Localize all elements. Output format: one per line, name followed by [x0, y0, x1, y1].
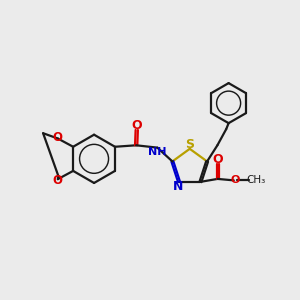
Text: O: O	[212, 153, 223, 166]
Text: O: O	[230, 176, 240, 185]
Text: O: O	[52, 174, 62, 187]
Text: CH₃: CH₃	[246, 176, 265, 185]
Text: NH: NH	[148, 147, 166, 158]
Text: O: O	[131, 119, 142, 132]
Text: O: O	[52, 131, 62, 144]
Text: S: S	[185, 138, 194, 151]
Text: N: N	[173, 180, 184, 193]
